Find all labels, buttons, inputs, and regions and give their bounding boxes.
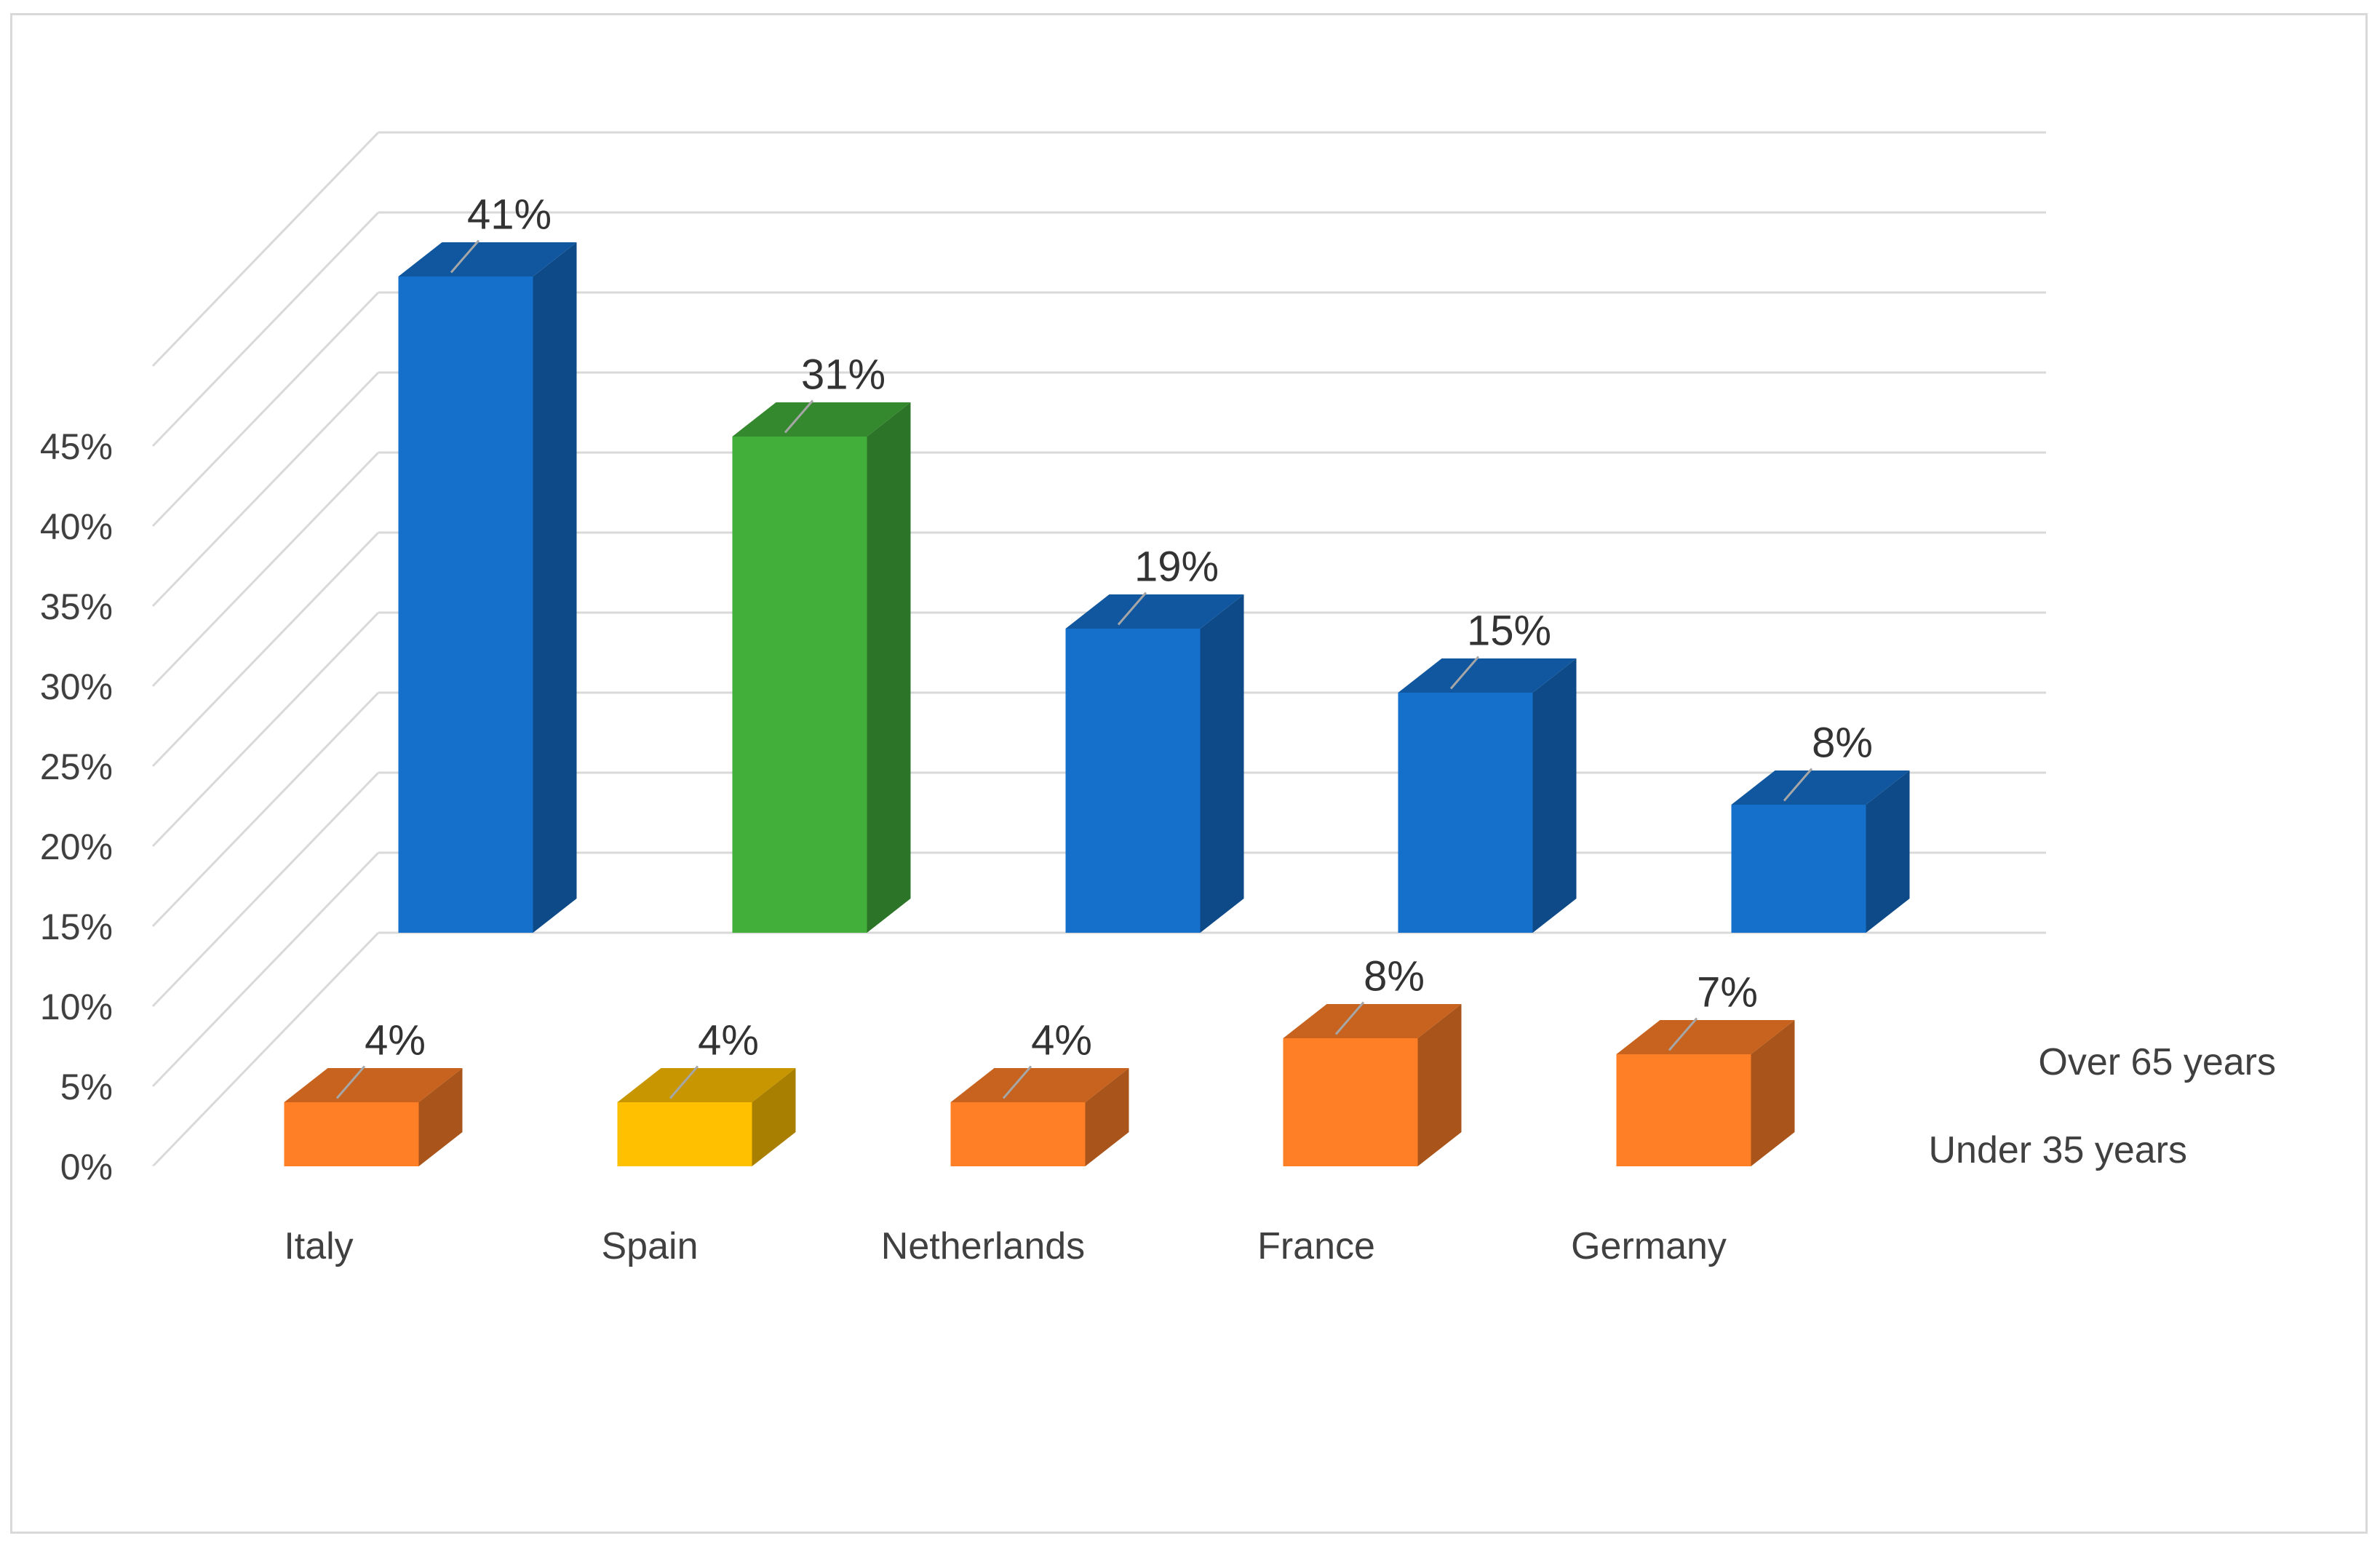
data-label: 4% bbox=[365, 1017, 426, 1064]
data-label: 7% bbox=[1697, 969, 1758, 1016]
data-label: 31% bbox=[801, 351, 885, 399]
y-tick-label: 35% bbox=[40, 586, 113, 627]
gridline-side bbox=[151, 531, 380, 768]
gridline-side bbox=[151, 131, 380, 367]
bar-over65-0-side bbox=[533, 242, 577, 933]
bar-over65-2-side bbox=[1200, 594, 1244, 933]
bar-under35-1-front bbox=[617, 1102, 752, 1166]
y-tick-label: 20% bbox=[40, 827, 113, 867]
y-tick-label: 10% bbox=[40, 987, 113, 1027]
data-label: 15% bbox=[1467, 608, 1551, 655]
bar-under35-0-side bbox=[418, 1068, 463, 1166]
bar-under35-0: 4% bbox=[284, 1017, 463, 1166]
bar-under35-3: 8% bbox=[1283, 953, 1462, 1166]
y-tick-label: 40% bbox=[40, 506, 113, 547]
bar-under35-0-front bbox=[284, 1102, 419, 1166]
leader-line bbox=[1783, 768, 1813, 802]
bar-under35-2: 4% bbox=[950, 1017, 1129, 1166]
bar-over65-1: 31% bbox=[732, 351, 911, 933]
series-label-under-35: Under 35 years bbox=[1928, 1129, 2187, 1171]
bar-over65-4: 8% bbox=[1731, 720, 1910, 933]
bar-under35-2-side bbox=[1085, 1068, 1129, 1166]
gridline-side bbox=[151, 771, 380, 1008]
gridline-side bbox=[151, 611, 380, 848]
data-label: 4% bbox=[698, 1017, 759, 1064]
bar-over65-4-side bbox=[1866, 770, 1910, 933]
bar-under35-0-top bbox=[284, 1068, 463, 1102]
bar-under35-4-side bbox=[1751, 1020, 1795, 1166]
gridline-side bbox=[151, 851, 380, 1088]
category-labels: Italy Spain Netherlands France Germany bbox=[284, 1225, 1727, 1267]
bar-under35-4: 7% bbox=[1616, 969, 1795, 1166]
bar-over65-4-front bbox=[1731, 805, 1866, 933]
leader-line bbox=[1117, 592, 1147, 626]
data-label: 8% bbox=[1812, 720, 1873, 767]
bar-over65-3-front bbox=[1398, 693, 1533, 933]
y-tick-label: 30% bbox=[40, 666, 113, 707]
bar-over65-0-front bbox=[398, 276, 533, 933]
series-label-over-65: Over 65 years bbox=[2038, 1041, 2276, 1083]
category-label: Spain bbox=[602, 1225, 699, 1267]
category-label: Netherlands bbox=[881, 1225, 1085, 1267]
bar-over65-3-side bbox=[1532, 658, 1577, 933]
gridline-side bbox=[151, 931, 380, 1168]
bar-under35-3-front bbox=[1283, 1038, 1418, 1166]
category-label: France bbox=[1257, 1225, 1375, 1267]
leader-line bbox=[1449, 656, 1480, 690]
bar-over65-2: 19% bbox=[1065, 543, 1244, 933]
series-back-bars: 41% 31% 19% 15% 8% bbox=[398, 191, 1910, 933]
bar-over65-1-top bbox=[732, 402, 911, 437]
y-tick-label: 5% bbox=[60, 1067, 113, 1107]
y-tick-label: 15% bbox=[40, 907, 113, 947]
series-labels: Over 65 years Under 35 years bbox=[1928, 1041, 2276, 1171]
bar-over65-0-top bbox=[398, 242, 577, 276]
bar-under35-3-top bbox=[1283, 1004, 1462, 1038]
data-label: 8% bbox=[1364, 953, 1425, 1000]
gridline-side bbox=[151, 451, 380, 688]
y-axis-ticks: 0% 5% 10% 15% 20% 25% 30% 35% 40% 45% bbox=[40, 426, 113, 1187]
data-label: 41% bbox=[467, 191, 552, 239]
data-label: 4% bbox=[1031, 1017, 1092, 1064]
gridline-side bbox=[151, 371, 380, 608]
bar-over65-1-side bbox=[867, 402, 911, 933]
bar-under35-3-side bbox=[1417, 1004, 1462, 1166]
y-tick-label: 25% bbox=[40, 746, 113, 787]
bar-over65-0: 41% bbox=[398, 191, 577, 933]
category-label: Germany bbox=[1571, 1225, 1727, 1267]
y-tick-label: 0% bbox=[60, 1147, 113, 1187]
bar-over65-2-top bbox=[1065, 594, 1244, 629]
series-front-bars: 4% 4% 4% 8% 7% bbox=[284, 953, 1795, 1166]
leader-line bbox=[1334, 1001, 1365, 1035]
leader-line bbox=[784, 399, 814, 434]
leader-line bbox=[335, 1065, 366, 1099]
bar-under35-4-top bbox=[1616, 1020, 1795, 1054]
gridline-side bbox=[151, 691, 380, 928]
gridline-side bbox=[151, 211, 380, 447]
gridline-side bbox=[151, 291, 380, 527]
leader-line bbox=[1002, 1065, 1032, 1099]
bar-over65-2-front bbox=[1065, 629, 1201, 933]
bar-over65-1-front bbox=[732, 437, 867, 933]
bar-under35-2-top bbox=[950, 1068, 1129, 1102]
leader-line bbox=[450, 239, 480, 274]
bar-over65-4-top bbox=[1731, 770, 1910, 805]
leader-line bbox=[1668, 1017, 1698, 1051]
bar-under35-1-side bbox=[752, 1068, 796, 1166]
data-label: 19% bbox=[1134, 543, 1219, 591]
bar-under35-4-front bbox=[1616, 1054, 1751, 1166]
bar-under35-2-front bbox=[950, 1102, 1086, 1166]
leader-line bbox=[669, 1065, 699, 1099]
bar-over65-3-top bbox=[1398, 658, 1577, 693]
bar-under35-1: 4% bbox=[617, 1017, 796, 1166]
category-label: Italy bbox=[284, 1225, 353, 1267]
bar-under35-1-top bbox=[617, 1068, 796, 1102]
y-tick-label: 45% bbox=[40, 426, 113, 467]
bar-over65-3: 15% bbox=[1398, 608, 1577, 933]
